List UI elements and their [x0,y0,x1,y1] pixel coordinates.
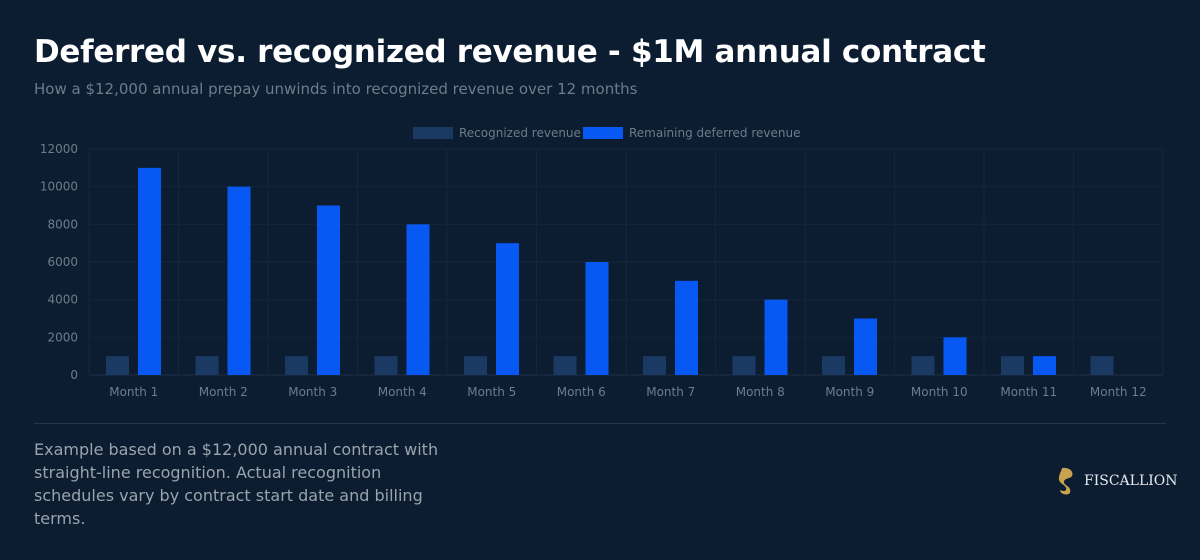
lion-logo-icon [1058,467,1073,495]
page-title: Deferred vs. recognized revenue - $1M an… [34,34,986,70]
x-tick-label: Month 1 [109,385,158,399]
deferred-bar [675,280,698,375]
x-tick-label: Month 7 [646,385,695,399]
legend-swatch [583,127,623,139]
deferred-bar [317,205,340,375]
y-tick-label: 8000 [47,217,78,231]
y-tick-label: 10000 [40,180,78,194]
deferred-bar [1033,356,1056,375]
x-tick-label: Month 12 [1090,385,1147,399]
legend-label: Remaining deferred revenue [629,126,800,140]
deferred-bar [854,318,877,375]
recognized-bar [195,356,219,375]
deferred-bar [943,337,967,375]
legend-swatch [413,127,453,139]
recognized-bar [732,356,756,375]
x-tick-label: Month 10 [911,385,968,399]
legend-label: Recognized revenue [459,126,581,140]
deferred-bar [227,186,251,375]
x-tick-label: Month 4 [378,385,427,399]
x-tick-label: Month 9 [825,385,874,399]
deferred-bar [138,167,161,375]
chart: 0 2000 4000 6000 8000 10000 12000 Month 1 Month … [40,126,1164,399]
brand-logo: FISCALLION [1056,466,1178,496]
recognized-bar [285,356,308,375]
recognized-bar [553,356,577,375]
y-tick-label: 12000 [40,142,78,156]
y-tick-label: 2000 [47,330,78,344]
recognized-bar [464,356,487,375]
recognized-bar [643,356,666,375]
footer-note: Example based on a $12,000 annual contra… [34,440,439,528]
deferred-bar [585,262,609,375]
divider [34,423,1166,424]
recognized-bar [911,356,935,375]
y-tick-label: 6000 [47,255,78,269]
y-tick-label: 4000 [47,293,78,307]
x-tick-label: Month 3 [288,385,337,399]
deferred-bar [764,299,788,375]
y-tick-label: 0 [70,368,78,382]
x-tick-label: Month 6 [557,385,606,399]
recognized-bar [1090,356,1114,375]
x-tick-label: Month 2 [199,385,248,399]
x-tick-label: Month 5 [467,385,516,399]
recognized-bar [822,356,845,375]
x-tick-label: Month 8 [736,385,785,399]
page-subtitle: How a $12,000 annual prepay unwinds into… [34,80,638,98]
recognized-bar [374,356,398,375]
deferred-bar [496,243,519,375]
x-tick-label: Month 11 [1000,385,1057,399]
deferred-bar [406,224,430,375]
recognized-bar [1001,356,1024,375]
recognized-bar [106,356,129,375]
